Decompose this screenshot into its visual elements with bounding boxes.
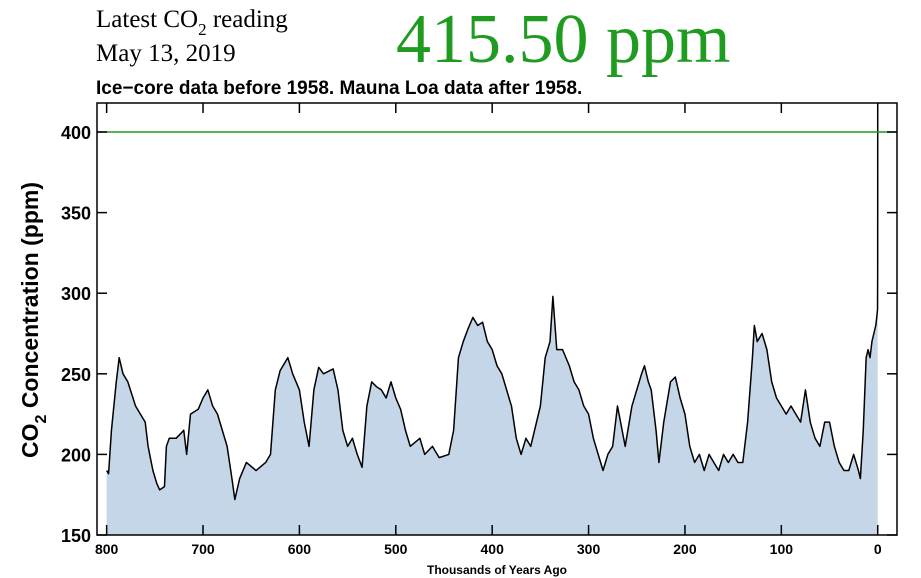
y-tick-label: 300 bbox=[61, 284, 91, 304]
reading-label: Latest CO2 reading bbox=[96, 6, 288, 39]
reading-label-sub: 2 bbox=[198, 20, 207, 39]
reading-label-part: reading bbox=[207, 6, 289, 33]
x-tick-label: 500 bbox=[384, 541, 408, 557]
x-tick-label: 800 bbox=[95, 541, 119, 557]
x-tick-label: 200 bbox=[673, 541, 697, 557]
plot-area: 150 200 250 300 350 400 800 700 600 500 400 300 200 1… bbox=[61, 102, 898, 557]
x-tick-label: 400 bbox=[481, 541, 505, 557]
y-label-part: Concentration (ppm) bbox=[17, 182, 43, 415]
y-tick-label: 400 bbox=[61, 123, 91, 143]
y-tick-label: 250 bbox=[61, 365, 91, 385]
line bbox=[105, 107, 879, 501]
x-tick-label: 0 bbox=[874, 541, 882, 557]
reading-label-part: Latest CO bbox=[96, 6, 198, 33]
y-axis-label: CO2 Concentration (ppm) bbox=[17, 182, 50, 458]
x-tick-label: 700 bbox=[191, 541, 215, 557]
y-tick-label: 350 bbox=[61, 204, 91, 224]
y-tick-label: 150 bbox=[61, 526, 91, 546]
x-tick-label: 100 bbox=[770, 541, 794, 557]
y-tick-label: 200 bbox=[61, 445, 91, 465]
y-label-part: CO bbox=[17, 423, 43, 458]
x-tick-label: 600 bbox=[288, 541, 312, 557]
x-tick-label: 300 bbox=[577, 541, 601, 557]
chart-title: Ice−core data before 1958. Mauna Loa dat… bbox=[96, 78, 582, 99]
x-axis-label: Thousands of Years Ago bbox=[427, 563, 567, 577]
plot-frame bbox=[96, 102, 898, 536]
reading-date: May 13, 2019 bbox=[96, 40, 236, 67]
reading-value: 415.50 ppm bbox=[396, 1, 730, 78]
y-label-sub: 2 bbox=[33, 414, 50, 423]
area bbox=[106, 107, 878, 536]
